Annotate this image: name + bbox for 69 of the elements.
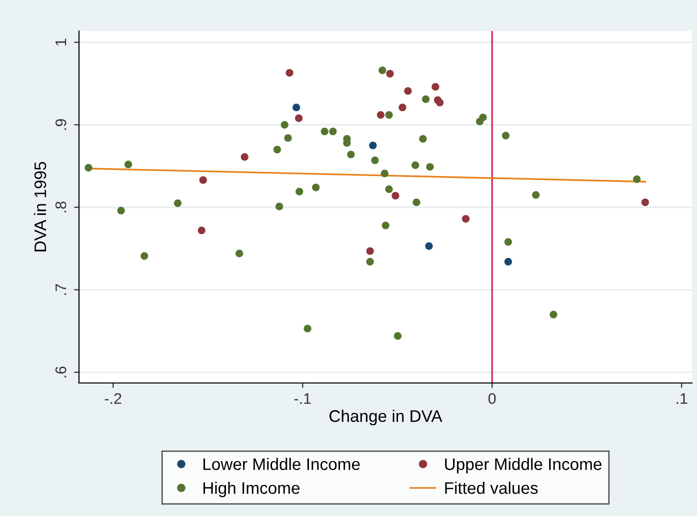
- point: [124, 160, 132, 168]
- x-axis-title: Change in DVA: [330, 410, 442, 426]
- y-tick-label: .6: [55, 366, 66, 378]
- point: [502, 132, 510, 140]
- point: [436, 98, 444, 106]
- point: [275, 202, 284, 210]
- legend-label: High Imcome: [203, 482, 300, 498]
- point: [504, 238, 512, 246]
- point: [386, 70, 394, 78]
- point: [385, 111, 393, 119]
- point: [378, 66, 386, 74]
- y-tick-label: .9: [55, 119, 66, 130]
- point: [280, 120, 288, 129]
- point: [380, 170, 388, 178]
- point: [479, 114, 487, 122]
- point: [376, 111, 384, 119]
- x-tick-label: .1: [676, 393, 688, 404]
- point: [504, 258, 512, 266]
- point: [312, 184, 320, 192]
- legend-label: Lower Middle Income: [203, 458, 360, 470]
- y-tick-label: 1: [56, 38, 66, 46]
- point: [273, 146, 282, 154]
- x-tick-label: -.2: [104, 393, 122, 404]
- point: [347, 150, 355, 158]
- point: [641, 198, 649, 206]
- point: [304, 324, 312, 332]
- point: [295, 114, 303, 122]
- point: [198, 226, 206, 234]
- point: [385, 185, 393, 193]
- point: [398, 104, 406, 112]
- point: [369, 142, 377, 150]
- point: [425, 242, 433, 250]
- point: [412, 161, 420, 170]
- point: [404, 87, 412, 95]
- point: [199, 176, 207, 184]
- point: [426, 163, 434, 171]
- x-tick-label: -.1: [294, 393, 311, 404]
- point: [296, 188, 304, 196]
- point: [117, 206, 125, 214]
- y-axis-title: DVA in 1995: [34, 162, 46, 252]
- point: [532, 191, 540, 199]
- point: [412, 198, 420, 206]
- point: [286, 69, 294, 77]
- point: [284, 134, 292, 142]
- point: [392, 192, 400, 200]
- y-tick-label: .7: [56, 284, 66, 295]
- point: [174, 199, 182, 207]
- point: [432, 83, 440, 91]
- point: [240, 153, 248, 161]
- point: [320, 128, 328, 136]
- point: [292, 104, 300, 112]
- y-tick-label: .8: [55, 202, 66, 212]
- point: [462, 215, 470, 223]
- point: [236, 250, 244, 258]
- x-tick-label: 0: [488, 393, 496, 404]
- legend-label: Fitted values: [445, 482, 538, 494]
- point: [422, 95, 430, 104]
- point: [366, 247, 374, 255]
- legend-label: Upper Middle Income: [445, 458, 602, 474]
- point: [550, 310, 558, 318]
- point: [394, 332, 402, 340]
- point: [371, 156, 379, 164]
- point: [329, 128, 337, 136]
- point: [140, 252, 148, 260]
- point: [419, 135, 427, 143]
- point: [84, 164, 92, 172]
- point: [633, 175, 641, 184]
- point: [366, 258, 374, 266]
- point: [382, 222, 390, 230]
